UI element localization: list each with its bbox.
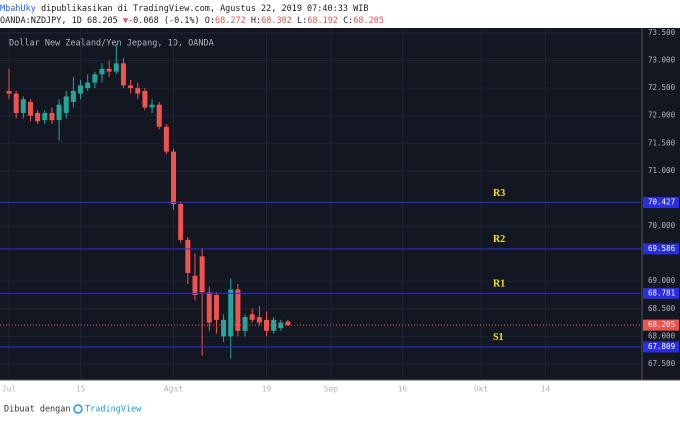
y-tick-label: 70.000 — [648, 221, 676, 230]
x-tick-label: Agst — [164, 385, 183, 394]
candle-body — [120, 63, 126, 86]
change-pct: (-0.1%) — [164, 16, 200, 26]
candle-body — [92, 74, 98, 83]
level-name: R2 — [493, 234, 505, 245]
current-price-box — [643, 319, 679, 331]
y-tick-label: 67.500 — [648, 359, 676, 368]
y-tick-label: 68.500 — [648, 304, 676, 313]
candle-body — [156, 104, 162, 127]
tv-logo — [73, 404, 83, 414]
change: -0.068 — [128, 16, 159, 26]
candle-body — [228, 289, 234, 337]
candle-body — [85, 82, 91, 89]
candle-body — [42, 112, 48, 121]
header-line-2: OANDA:NZDJPY, 1D 68.205 ▼-0.068 (-0.1%) … — [0, 16, 384, 26]
level-price-box — [643, 197, 679, 209]
published: dipublikasikan di TradingView.com, Agust… — [41, 4, 369, 14]
candle-body — [6, 90, 12, 94]
footer-brand: TradingView — [85, 405, 142, 415]
level-price: 68.781 — [648, 288, 675, 297]
y-tick-label: 73.500 — [648, 28, 676, 37]
o-label: O: — [205, 16, 215, 26]
l-label: L: — [297, 16, 307, 26]
c-label: C: — [343, 16, 353, 26]
candle-body — [263, 319, 269, 331]
candle-body — [185, 239, 191, 273]
level-name: R1 — [493, 279, 505, 290]
candle-body — [13, 93, 19, 113]
x-tick-label: 14 — [541, 385, 551, 394]
candle-body — [106, 68, 112, 72]
level-price: 67.809 — [648, 342, 675, 351]
y-tick-label: 68.000 — [648, 331, 676, 340]
chart-background — [0, 28, 680, 380]
y-tick-label: 69.000 — [648, 276, 676, 285]
x-tick-label: 19 — [262, 385, 272, 394]
level-name: S1 — [493, 332, 504, 343]
candle-body — [135, 88, 141, 94]
candle-body — [27, 101, 33, 116]
author: MbahUky — [0, 4, 36, 14]
candle-body — [142, 90, 148, 108]
y-tick-label: 71.500 — [648, 138, 676, 147]
candle-body — [192, 275, 198, 296]
level-name: R3 — [493, 188, 505, 199]
candle-body — [213, 295, 219, 320]
candle-body — [149, 104, 155, 108]
current-price: 68.205 — [648, 320, 675, 329]
footer-text: Dibuat dengan — [4, 405, 71, 415]
candle-body — [171, 151, 177, 204]
candle-body — [285, 321, 291, 326]
candle-body — [235, 289, 241, 331]
x-tick-label: Jul — [2, 385, 17, 394]
candle-body — [242, 317, 248, 331]
y-tick-label: 72.500 — [648, 83, 676, 92]
last-price: 68.205 — [87, 16, 118, 26]
level-price-box — [643, 341, 679, 353]
h-label: H: — [251, 16, 261, 26]
y-tick-label: 72.000 — [648, 111, 676, 120]
candle-body — [35, 112, 41, 122]
candle-body — [278, 322, 284, 329]
c-value: 68.205 — [353, 16, 384, 26]
candle-body — [128, 85, 134, 89]
level-price: 70.427 — [648, 198, 675, 207]
x-tick-label: Okt — [474, 385, 489, 394]
arrow: ▼ — [123, 16, 129, 26]
o-value: 68.272 — [215, 16, 246, 26]
level-price-box — [643, 287, 679, 299]
candle-body — [113, 63, 119, 72]
candle-body — [178, 204, 184, 240]
h-value: 68.302 — [261, 16, 292, 26]
candle-body — [221, 319, 227, 337]
candle-body — [199, 256, 205, 293]
candle-body — [256, 317, 262, 323]
y-tick-label: 73.000 — [648, 56, 676, 65]
symbol: OANDA:NZDJPY, 1D — [0, 16, 82, 26]
x-tick-label: 16 — [398, 385, 408, 394]
header-line-1: MbahUky dipublikasikan di TradingView.co… — [0, 4, 368, 14]
candle-body — [206, 292, 212, 323]
candle-body — [63, 96, 69, 113]
x-tick-label: 15 — [76, 385, 86, 394]
candle-body — [99, 68, 105, 75]
level-price: 69.586 — [648, 244, 676, 253]
level-price-box — [643, 243, 679, 255]
candle-body — [163, 126, 169, 152]
candle-body — [20, 99, 26, 113]
candle-body — [70, 90, 76, 102]
candle-body — [56, 104, 62, 121]
candle-body — [78, 85, 84, 94]
y-tick-label: 71.000 — [648, 166, 676, 175]
candle-body — [49, 112, 55, 121]
chart-title: Dollar New Zealand/Yen Jepang, 1D, OANDA — [9, 39, 214, 49]
candle-body — [249, 314, 255, 320]
l-value: 68.192 — [307, 16, 338, 26]
x-tick-label: Sep — [324, 385, 339, 394]
